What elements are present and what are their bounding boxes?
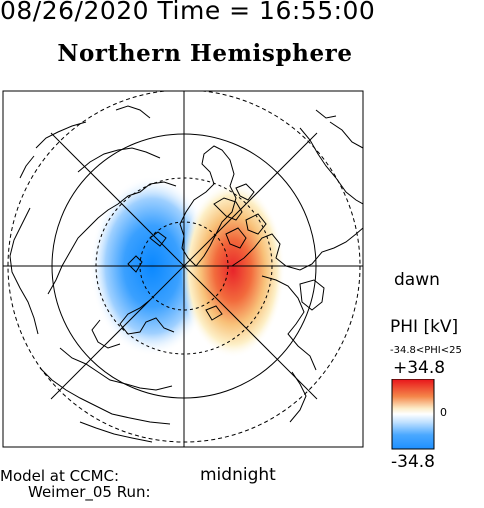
colorbar-range: -34.8<PHI<25 (390, 345, 462, 356)
model-info: Model at CCMC: (0, 467, 120, 485)
colorbar (391, 379, 435, 450)
run-info: Weimer_05 Run: (28, 483, 151, 501)
positive-potential-cell (181, 182, 285, 358)
coastlines (9, 105, 363, 443)
meridian-lines (3, 91, 363, 447)
colorbar-gradient (391, 379, 435, 450)
colorbar-max-label: +34.8 (393, 358, 446, 378)
polar-map-plot (2, 90, 364, 448)
colorbar-zero-label: 0 (440, 406, 447, 419)
colorbar-title: PHI [kV] (390, 317, 459, 337)
plot-title: Northern Hemisphere (57, 40, 353, 67)
dawn-label: dawn (394, 270, 440, 290)
midnight-label: midnight (200, 465, 276, 485)
date-time-header: 08/26/2020 Time = 16:55:00 (0, 0, 376, 25)
colorbar-min-label: -34.8 (391, 452, 435, 472)
